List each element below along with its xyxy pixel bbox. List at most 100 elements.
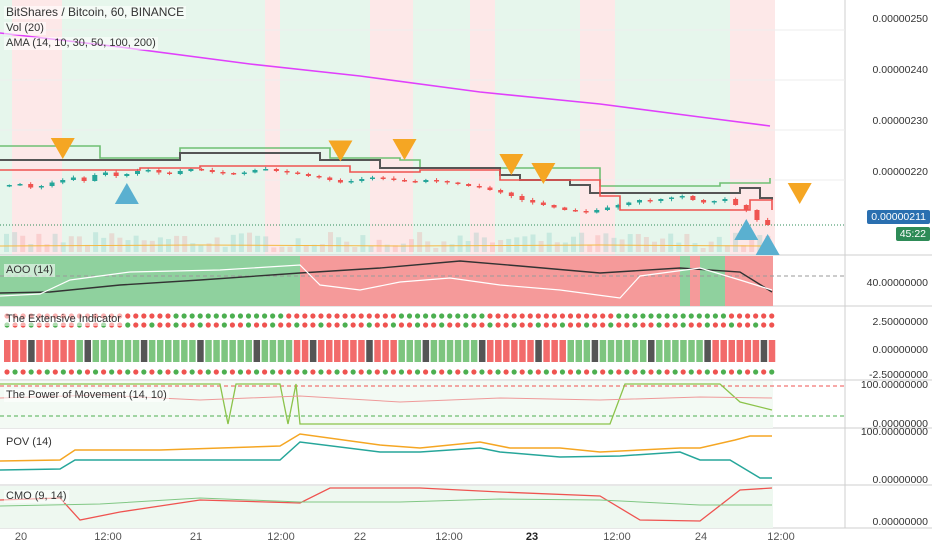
volume-bar <box>263 236 268 252</box>
extensive-bar <box>4 340 11 362</box>
extensive-dot <box>45 369 50 374</box>
extensive-bar <box>213 340 220 362</box>
extensive-bar <box>608 340 615 362</box>
extensive-dot <box>286 322 291 327</box>
candle-body <box>28 184 33 188</box>
extensive-dot <box>343 322 348 327</box>
extensive-dot <box>238 322 243 327</box>
extensive-dot <box>326 313 331 318</box>
candle-body <box>210 170 215 172</box>
pov-pane-label[interactable]: POV (14) <box>4 436 54 449</box>
extensive-dot <box>552 369 557 374</box>
extensive-dot <box>270 369 275 374</box>
vol-legend[interactable]: Vol (20) <box>4 22 46 35</box>
extensive-dot <box>544 322 549 327</box>
regime-band <box>413 0 470 255</box>
extensive-bar <box>463 340 470 362</box>
extensive-dot <box>383 369 388 374</box>
extensive-dot <box>729 322 734 327</box>
extensive-bar <box>229 340 236 362</box>
extensive-dot <box>431 369 436 374</box>
volume-bar <box>709 242 714 252</box>
extensive-dot <box>608 313 613 318</box>
candle-body <box>167 173 172 175</box>
extensive-dot <box>198 369 203 374</box>
extensive-dot <box>471 322 476 327</box>
power-pane-label[interactable]: The Power of Movement (14, 10) <box>4 389 169 402</box>
extensive-dot <box>230 313 235 318</box>
extensive-bar <box>551 340 558 362</box>
extensive-dot <box>713 369 718 374</box>
extensive-dot <box>463 313 468 318</box>
extensive-bar <box>527 340 534 362</box>
time-tick: 21 <box>190 531 202 543</box>
regime-band <box>280 0 370 255</box>
volume-bar <box>433 248 438 252</box>
extensive-pane-label[interactable]: The Extensive Indicator <box>4 313 123 326</box>
extensive-bar <box>431 340 438 362</box>
extensive-dot <box>447 313 452 318</box>
extensive-dot <box>29 369 34 374</box>
price-tick: 0.00000240 <box>873 64 928 76</box>
volume-bar <box>417 232 422 252</box>
extensive-bar <box>632 340 639 362</box>
extensive-bar <box>165 340 172 362</box>
extensive-bar <box>447 340 454 362</box>
volume-bar <box>117 238 122 252</box>
extensive-dot <box>560 369 565 374</box>
extensive-dot <box>721 369 726 374</box>
extensive-dot <box>536 369 541 374</box>
extensive-dot <box>157 313 162 318</box>
extensive-dot <box>310 313 315 318</box>
volume-bar <box>126 240 131 252</box>
extensive-dot <box>520 313 525 318</box>
extensive-bar <box>688 340 695 362</box>
extensive-dot <box>632 322 637 327</box>
extensive-bar <box>479 340 486 362</box>
extensive-bar <box>656 340 663 362</box>
volume-bar <box>134 236 139 252</box>
extensive-dot <box>343 313 348 318</box>
cmo-tick: 0.00000000 <box>873 516 928 528</box>
aoo-pane-label[interactable]: AOO (14) <box>4 264 55 277</box>
candle-body <box>712 201 717 203</box>
volume-bar <box>174 236 179 252</box>
volume-bar <box>12 232 17 252</box>
extensive-bar <box>101 340 108 362</box>
ama-legend[interactable]: AMA (14, 10, 30, 50, 100, 200) <box>4 37 158 50</box>
extensive-dot <box>109 369 114 374</box>
extensive-dot <box>648 322 653 327</box>
extensive-dot <box>286 313 291 318</box>
extensive-bar <box>278 340 285 362</box>
extensive-dot <box>351 322 356 327</box>
candle-body <box>188 169 193 171</box>
extensive-dot <box>230 322 235 327</box>
cmo-pane-label[interactable]: CMO (9, 14) <box>4 490 69 503</box>
extensive-dot <box>592 322 597 327</box>
regime-band <box>370 0 413 255</box>
last-price-tag: 0.00000211 <box>867 210 930 224</box>
extensive-dot <box>141 313 146 318</box>
extensive-dot <box>399 322 404 327</box>
volume-bar <box>61 242 66 252</box>
extensive-dot <box>182 369 187 374</box>
extensive-dot <box>697 313 702 318</box>
extensive-dot <box>359 322 364 327</box>
volume-bar <box>652 242 657 252</box>
extensive-dot <box>141 369 146 374</box>
volume-bar <box>644 237 649 252</box>
volume-bar <box>328 232 333 252</box>
volume-bar <box>279 247 284 252</box>
candle-body <box>295 173 300 175</box>
candle-body <box>466 184 471 186</box>
volume-bar <box>539 241 544 252</box>
candle-body <box>552 205 557 208</box>
extensive-dot <box>479 313 484 318</box>
volume-bar <box>579 233 584 252</box>
volume-bar <box>247 233 252 252</box>
volume-bar <box>458 236 463 252</box>
regime-band <box>495 0 580 255</box>
extensive-dot <box>262 313 267 318</box>
